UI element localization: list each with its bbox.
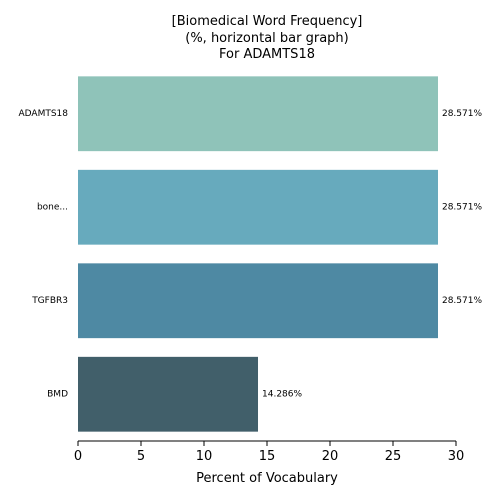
x-tick-label: 15 <box>259 449 276 464</box>
value-label: 28.571% <box>442 296 482 306</box>
category-label: bone... <box>37 202 68 212</box>
bar-1 <box>78 169 438 245</box>
chart-title: [Biomedical Word Frequency] (%, horizont… <box>172 14 363 62</box>
category-label: BMD <box>47 389 68 399</box>
value-label: 28.571% <box>442 109 482 119</box>
bar-2 <box>78 263 438 339</box>
x-tick-label: 0 <box>74 449 82 464</box>
chart-title-line-1: [Biomedical Word Frequency] <box>172 14 363 29</box>
x-axis-title: Percent of Vocabulary <box>196 471 338 486</box>
bar-3 <box>78 356 259 432</box>
category-label: TGFBR3 <box>31 296 68 306</box>
bar-0 <box>78 76 438 152</box>
x-tick-label: 5 <box>137 449 145 464</box>
value-label: 14.286% <box>262 389 302 399</box>
chart-title-line-2: (%, horizontal bar graph) <box>185 31 348 46</box>
x-tick-label: 25 <box>385 449 402 464</box>
category-label: ADAMTS18 <box>18 109 68 119</box>
x-tick-label: 20 <box>322 449 339 464</box>
x-tick-label: 10 <box>196 449 213 464</box>
bars-group: ADAMTS18 28.571% bone... 28.571% TGFBR3 28.57… <box>18 76 482 432</box>
value-label: 28.571% <box>442 202 482 212</box>
x-axis: 0 5 10 15 20 25 30 <box>74 440 465 464</box>
x-tick-label: 30 <box>448 449 465 464</box>
chart-title-line-3: For ADAMTS18 <box>219 47 315 62</box>
